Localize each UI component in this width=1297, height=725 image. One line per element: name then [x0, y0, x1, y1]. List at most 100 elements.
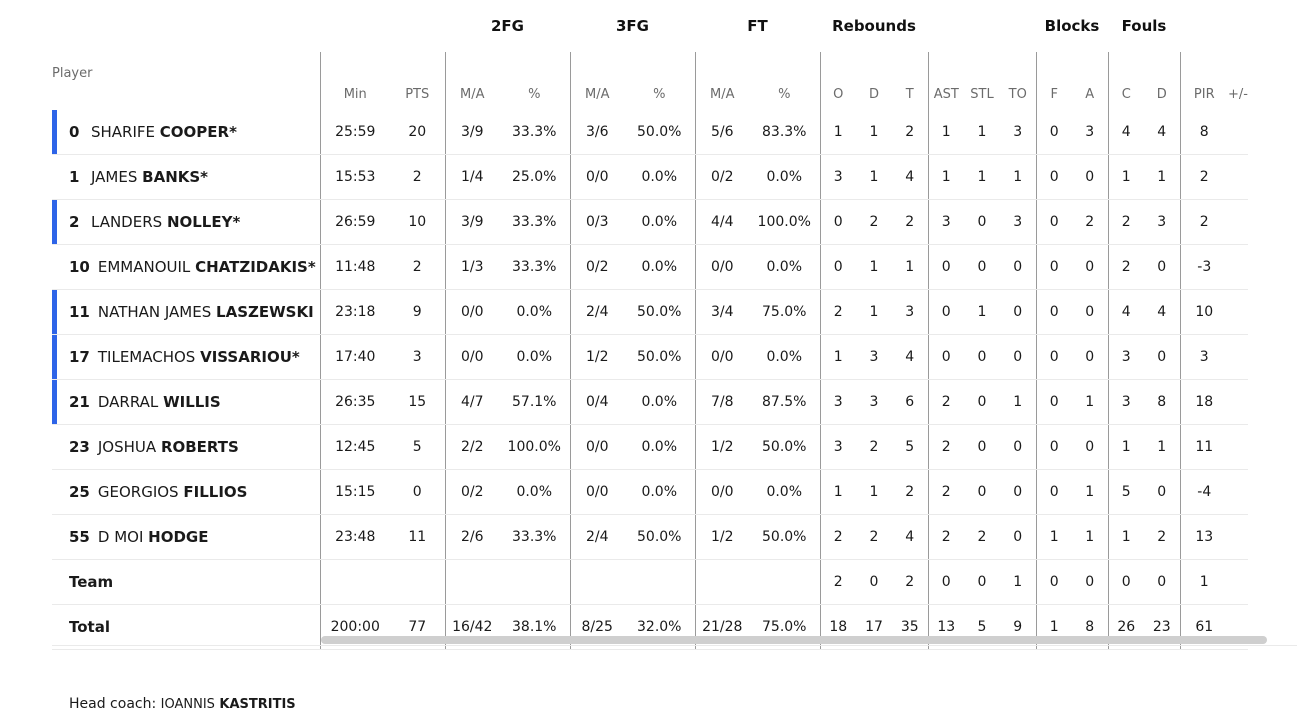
stat-2fg-ma: 0/0: [444, 334, 499, 380]
player-last-name: CHATZIDAKIS*: [195, 258, 316, 276]
stat-3fg-pct: 0.0%: [624, 424, 695, 470]
stat-foul-c: 1: [1107, 514, 1144, 560]
stat-foul-d: 4: [1144, 289, 1180, 335]
horizontal-scrollbar[interactable]: [321, 636, 1267, 644]
col-stl[interactable]: STL: [970, 87, 994, 102]
stat-3fg-pct: [624, 559, 695, 605]
stat-ft-ma: 4/4: [694, 199, 749, 245]
stat-3fg-pct: 50.0%: [624, 289, 695, 335]
col-ft-pct[interactable]: %: [778, 87, 791, 102]
stat-2fg-pct: 33.3%: [499, 244, 570, 290]
stat-blk-a: 0: [1072, 289, 1108, 335]
stat-blk-a: 3: [1072, 110, 1108, 155]
player-name-cell[interactable]: 1 JAMES BANKS*: [52, 154, 320, 200]
total-label: Total: [52, 604, 320, 650]
stat-reb-d: 1: [856, 289, 892, 335]
stat-2fg-ma: 4/7: [444, 379, 499, 425]
player-name-cell[interactable]: 17 TILEMACHOS VISSARIOU*: [52, 334, 320, 380]
stat-reb-d: 2: [856, 199, 892, 245]
stat-min: 15:15: [319, 469, 390, 515]
col-reb-t[interactable]: T: [905, 87, 914, 102]
stat-blk-a: 1: [1072, 379, 1108, 425]
stat-ft-ma: 0/0: [694, 334, 749, 380]
col-player[interactable]: Player: [52, 66, 93, 81]
stat-plus-minus: [1228, 379, 1248, 425]
col-reb-o[interactable]: O: [819, 52, 856, 110]
group-blocks: Blocks: [1044, 17, 1100, 35]
player-last-name: HODGE: [148, 528, 209, 546]
stat-stl: 0: [964, 559, 1000, 605]
player-name-cell[interactable]: 21 DARRAL WILLIS: [52, 379, 320, 425]
stat-to: 0: [1000, 469, 1036, 515]
stat-pir: 2: [1179, 199, 1228, 245]
stat-reb-t: 4: [892, 154, 928, 200]
stat-ft-ma: 3/4: [694, 289, 749, 335]
stat-reb-o: 2: [819, 289, 856, 335]
player-name-cell[interactable]: 2 LANDERS NOLLEY*: [52, 199, 320, 245]
col-ft-ma[interactable]: M/A: [694, 52, 749, 110]
stat-blk-a: 0: [1072, 154, 1108, 200]
stat-to: 0: [1000, 334, 1036, 380]
col-foul-c[interactable]: C: [1107, 52, 1144, 110]
stat-3fg-pct: 50.0%: [624, 334, 695, 380]
stat-blk-a: 1: [1072, 514, 1108, 560]
stat-ft-pct: 0.0%: [749, 334, 820, 380]
col-ast[interactable]: AST: [927, 52, 964, 110]
stat-stl: 1: [964, 110, 1000, 155]
stat-ast: 2: [927, 514, 964, 560]
stat-ft-pct: 0.0%: [749, 154, 820, 200]
stat-plus-minus: [1228, 424, 1248, 470]
boxscore-scroll-container[interactable]: 2FG 3FG FT Rebounds Blocks Fouls Player …: [52, 0, 1297, 650]
stat-3fg-ma: 0/3: [569, 199, 624, 245]
col-pir[interactable]: PIR: [1179, 52, 1228, 110]
player-row: 55 D MOI HODGE 23:48 11 2/6 33.3% 2/4 50.0% 1/2 5…: [52, 514, 1248, 560]
stat-ft-ma: 5/6: [694, 110, 749, 155]
stat-plus-minus: [1228, 154, 1248, 200]
stat-blk-a: 0: [1072, 424, 1108, 470]
stat-ast: 2: [927, 379, 964, 425]
stat-to: 0: [1000, 514, 1036, 560]
col-min[interactable]: Min: [319, 52, 390, 110]
col-2fg-pct[interactable]: %: [528, 87, 541, 102]
stat-2fg-ma: 0/2: [444, 469, 499, 515]
stat-2fg-ma: [444, 559, 499, 605]
col-blk-f[interactable]: F: [1035, 52, 1072, 110]
player-name-cell[interactable]: 10 EMMANOUIL CHATZIDAKIS*: [52, 244, 320, 290]
group-fouls: Fouls: [1121, 17, 1167, 35]
stat-plus-minus: [1228, 199, 1248, 245]
col-pts[interactable]: PTS: [405, 87, 430, 102]
stat-to: 1: [1000, 379, 1036, 425]
stat-reb-d: 0: [856, 559, 892, 605]
stat-ft-pct: 0.0%: [749, 469, 820, 515]
stat-reb-o: 1: [819, 334, 856, 380]
head-coach: Head coach: IOANNIS KASTRITIS: [69, 696, 296, 712]
player-first-name: EMMANOUIL: [97, 258, 191, 276]
stat-pir: 13: [1179, 514, 1228, 560]
player-last-name: WILLIS: [163, 393, 221, 411]
col-3fg-pct[interactable]: %: [653, 87, 666, 102]
stat-blk-a: 1: [1072, 469, 1108, 515]
player-name-cell[interactable]: 25 GEORGIOS FILLIOS: [52, 469, 320, 515]
stat-min: 11:48: [319, 244, 390, 290]
stat-reb-o: 3: [819, 424, 856, 470]
col-blk-a[interactable]: A: [1085, 87, 1095, 102]
min-pts-spacer: [320, 0, 445, 52]
group-2fg: 2FG: [491, 17, 524, 35]
col-plus-minus[interactable]: +/-: [1228, 87, 1248, 102]
stat-foul-d: 1: [1144, 424, 1180, 470]
player-first-name: GEORGIOS: [97, 483, 179, 501]
player-name-cell[interactable]: 55 D MOI HODGE: [52, 514, 320, 560]
stat-pts: [390, 559, 445, 605]
col-3fg-ma[interactable]: M/A: [569, 52, 624, 110]
player-name-cell[interactable]: 23 JOSHUA ROBERTS: [52, 424, 320, 470]
col-2fg-ma[interactable]: M/A: [444, 52, 499, 110]
col-foul-d[interactable]: D: [1156, 87, 1167, 102]
col-reb-d[interactable]: D: [868, 87, 879, 102]
stat-ast: 0: [927, 559, 964, 605]
col-to[interactable]: TO: [1008, 87, 1027, 102]
player-name-cell[interactable]: 0 SHARIFE COOPER*: [52, 110, 320, 155]
player-row: 10 EMMANOUIL CHATZIDAKIS* 11:48 2 1/3 33.3% 0/…: [52, 244, 1248, 290]
player-name-cell[interactable]: 11 NATHAN JAMES LASZEWSKI: [52, 289, 320, 335]
stat-pts: 3: [390, 334, 445, 380]
stat-3fg-pct: 0.0%: [624, 199, 695, 245]
